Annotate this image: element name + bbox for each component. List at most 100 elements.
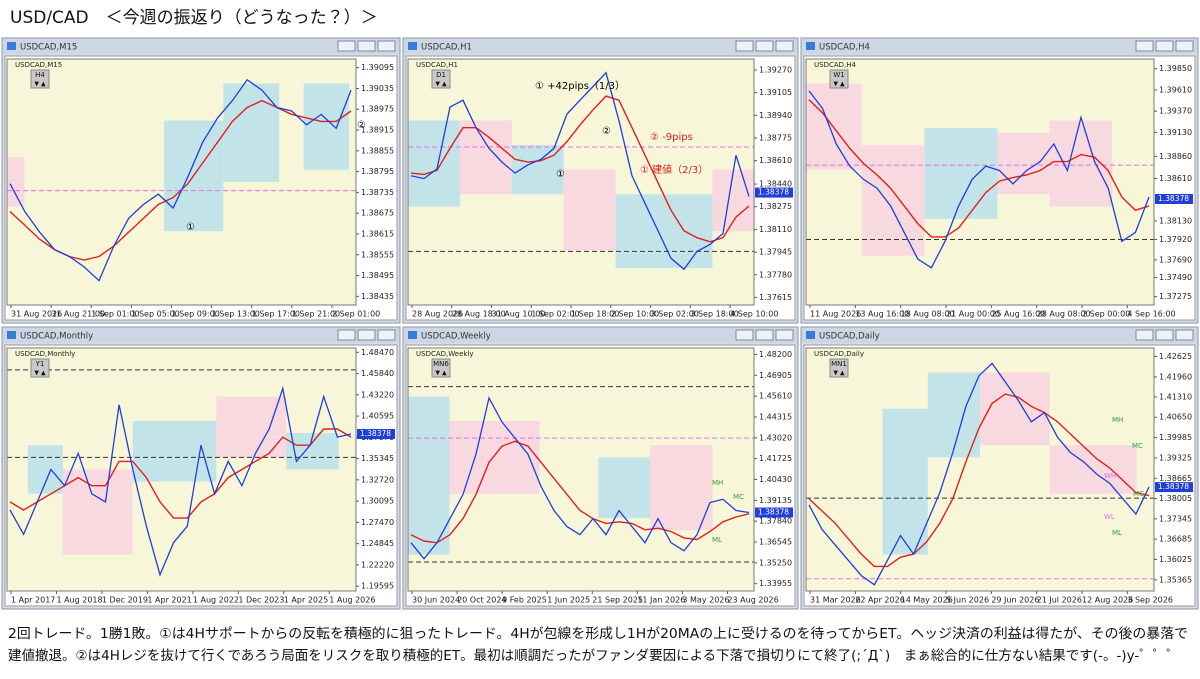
window-button[interactable] — [1135, 40, 1154, 52]
x-tick-label: 31 Aug 2026 — [11, 310, 62, 319]
chart-label: USDCAD,M15 — [15, 61, 62, 69]
window-title-bar — [404, 328, 797, 343]
annotation: WL — [1104, 513, 1115, 521]
window-button[interactable] — [735, 40, 754, 52]
range-zone — [449, 420, 540, 494]
window-button[interactable] — [1135, 329, 1154, 341]
y-tick-label: 1.38005 — [1159, 494, 1192, 503]
window-button[interactable] — [1175, 329, 1194, 341]
y-tick-label: 1.39270 — [759, 65, 792, 74]
chart-label: USDCAD,Weekly — [416, 350, 474, 358]
timeframe-tag: D1 — [436, 71, 446, 79]
window-button[interactable] — [1155, 40, 1174, 52]
y-tick-label: 1.37615 — [759, 293, 792, 302]
x-tick-label: 12 Aug 2026 — [1082, 596, 1133, 605]
x-tick-label: 23 Aug 2026 — [727, 596, 778, 605]
timeframe-box — [30, 69, 50, 89]
x-tick-label: 1 Sep 17:00 — [252, 310, 300, 319]
y-tick-label: 1.39850 — [1159, 64, 1192, 73]
timeframe-arrows: ▼ ▲ — [833, 81, 845, 88]
window-button[interactable] — [775, 40, 794, 52]
y-tick-label: 1.45840 — [361, 369, 394, 378]
y-tick-label: 1.39105 — [759, 88, 792, 97]
x-tick-label: 2 Sep 00:00 — [1082, 310, 1130, 319]
range-zone — [303, 83, 350, 170]
y-tick-label: 1.38555 — [361, 250, 394, 259]
annotation: WH — [1104, 472, 1116, 480]
timeframe-tag: W1 — [833, 71, 844, 79]
timeframe-tag: H4 — [35, 71, 45, 79]
window-button[interactable] — [377, 329, 396, 341]
x-tick-label: 18 Aug 08:00 — [901, 310, 955, 319]
y-tick-label: 1.40430 — [759, 475, 792, 484]
y-tick-label: 1.41960 — [1159, 372, 1192, 381]
y-tick-label: 1.48470 — [361, 348, 394, 357]
plot-border — [6, 58, 357, 306]
y-tick-label: 1.37275 — [1159, 292, 1192, 301]
x-tick-label: 21 Sep 2025 — [592, 596, 643, 605]
window-button[interactable] — [1175, 40, 1194, 52]
window-button[interactable] — [775, 329, 794, 341]
window-button[interactable] — [1155, 329, 1174, 341]
x-tick-label: 1 Apr 2021 — [147, 596, 191, 605]
window-button[interactable] — [337, 329, 356, 341]
window-icon — [408, 331, 417, 339]
x-tick-label: 9 Feb 2025 — [502, 596, 547, 605]
window-button[interactable] — [357, 329, 376, 341]
window-title: USDCAD,H4 — [819, 43, 870, 53]
y-tick-label: 1.38610 — [1159, 174, 1192, 183]
x-tick-label: 1 Aug 2026 — [329, 596, 375, 605]
range-zone — [1049, 120, 1113, 207]
x-tick-label: 14 May 2026 — [901, 596, 953, 605]
y-tick-label: 1.39035 — [361, 84, 394, 93]
timeframe-arrows: ▼ ▲ — [435, 81, 447, 88]
window-icon — [7, 42, 16, 50]
y-tick-label: 1.37945 — [759, 248, 792, 257]
annotation: ② — [357, 120, 366, 131]
window-button[interactable] — [357, 40, 376, 52]
annotation: MC — [733, 493, 744, 501]
window-button[interactable] — [755, 329, 774, 341]
x-tick-label: 1 Sep 09:00 — [171, 310, 219, 319]
range-zone — [408, 120, 460, 207]
x-tick-label: 28 Aug 08:00 — [1037, 310, 1091, 319]
x-tick-label: 21 Aug 00:00 — [946, 310, 1000, 319]
price-tag-label: 1.38378 — [1158, 194, 1189, 203]
timeframe-arrows: ▼ ▲ — [833, 370, 845, 377]
timeframe-box — [431, 358, 451, 378]
y-tick-label: 1.39985 — [1159, 433, 1192, 442]
range-zone — [615, 194, 713, 269]
moving-average — [9, 428, 352, 519]
y-tick-label: 1.41725 — [759, 454, 792, 463]
price-line — [410, 71, 750, 271]
window-title-bar — [802, 39, 1197, 54]
y-tick-label: 1.38665 — [1159, 474, 1192, 483]
window-title-bar — [404, 39, 797, 54]
y-tick-label: 1.42625 — [1159, 352, 1192, 361]
window-button[interactable] — [377, 40, 396, 52]
y-tick-label: 1.43020 — [759, 433, 792, 442]
timeframe-box — [431, 69, 451, 89]
range-zone — [132, 420, 217, 482]
range-zone — [1049, 445, 1137, 494]
x-tick-label: 28 Aug 2026 — [412, 310, 463, 319]
annotation: MC — [1133, 490, 1144, 498]
window-title: USDCAD,Weekly — [421, 332, 491, 342]
timeframe-arrows: ▼ ▲ — [435, 370, 447, 377]
range-zone — [997, 132, 1050, 195]
timeframe-tag: MN1 — [831, 360, 847, 368]
y-tick-label: 1.36685 — [1159, 535, 1192, 544]
y-tick-label: 1.38440 — [759, 180, 792, 189]
y-tick-label: 1.45610 — [759, 392, 792, 401]
x-tick-label: 1 Sep 05:00 — [131, 310, 179, 319]
window-button[interactable] — [735, 329, 754, 341]
y-tick-label: 1.38860 — [1159, 152, 1192, 161]
x-tick-label: 1 Sep 18:00 — [571, 310, 619, 319]
window-button[interactable] — [755, 40, 774, 52]
caption-line: 2回トレード。1勝1敗。①は4Hサポートからの反転を積極的に狙ったトレード。4H… — [8, 625, 1188, 642]
timeframe-arrows: ▼ ▲ — [34, 370, 46, 377]
window-button[interactable] — [337, 40, 356, 52]
y-tick-label: 1.38855 — [361, 146, 394, 155]
y-tick-label: 1.38275 — [759, 202, 792, 211]
y-tick-label: 1.36025 — [1159, 555, 1192, 564]
